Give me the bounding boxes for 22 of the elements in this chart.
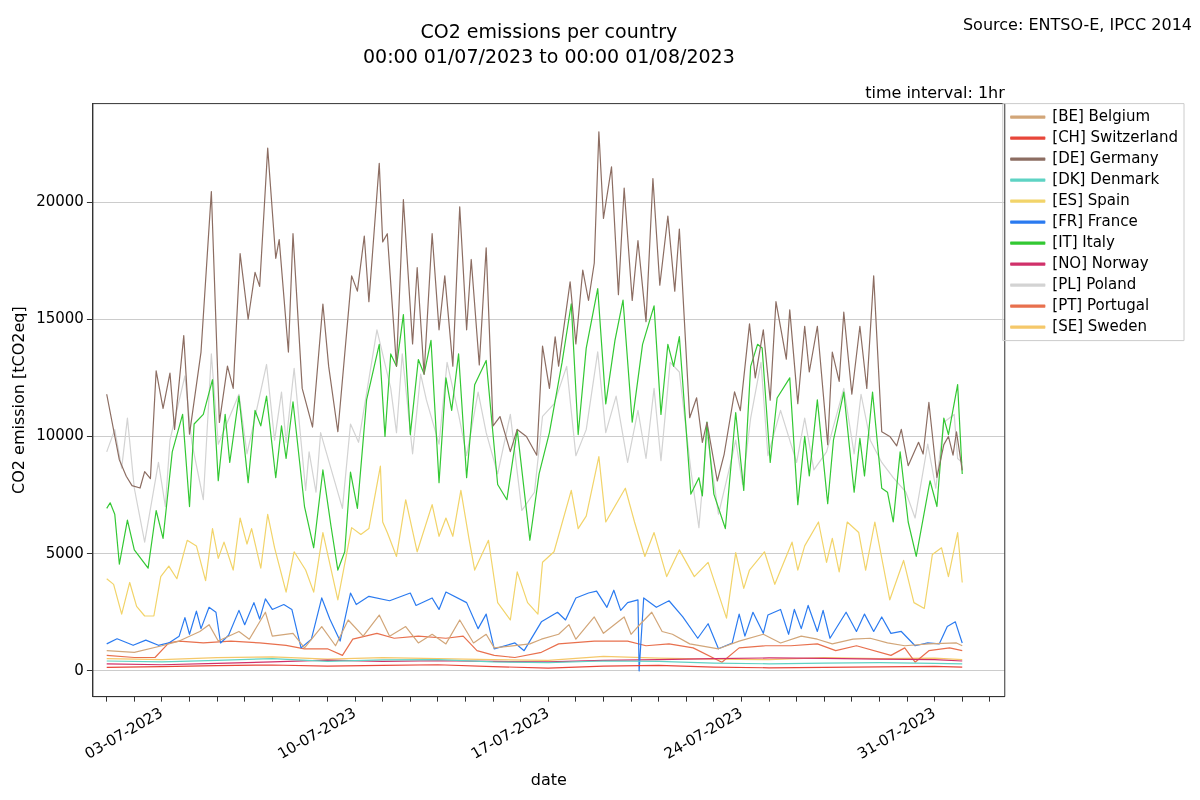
- legend-label: [ES] Spain: [1052, 190, 1130, 209]
- legend-label: [DE] Germany: [1052, 148, 1159, 167]
- chart-title: CO2 emissions per country: [420, 20, 678, 43]
- y-tick-label: 15000: [36, 309, 84, 328]
- legend-label: [CH] Switzerland: [1052, 127, 1179, 146]
- legend-label: [IT] Italy: [1052, 232, 1115, 251]
- legend-label: [FR] France: [1052, 211, 1138, 230]
- text: time interval: 1hr: [865, 82, 1006, 102]
- y-tick-label: 20000: [36, 191, 84, 210]
- y-tick-label: 0: [74, 660, 84, 679]
- y-tick-label: 5000: [45, 543, 84, 562]
- y-tick-label: 10000: [36, 426, 84, 445]
- legend-label: [PL] Poland: [1052, 274, 1137, 293]
- legend-label: [NO] Norway: [1052, 253, 1149, 272]
- legend-label: [BE] Belgium: [1052, 106, 1151, 125]
- legend-label: [SE] Sweden: [1052, 316, 1148, 335]
- chart-subtitle: 00:00 01/07/2023 to 00:00 01/08/2023: [362, 45, 735, 68]
- legend-label: [PT] Portugal: [1052, 295, 1150, 314]
- x-axis-title: date: [530, 769, 567, 789]
- source-note: Source: ENTSO-E, IPCC 2014: [962, 15, 1192, 34]
- legend-label: [DK] Denmark: [1052, 169, 1160, 188]
- y-axis-title: CO2 emission [tCO2eq]: [8, 306, 28, 494]
